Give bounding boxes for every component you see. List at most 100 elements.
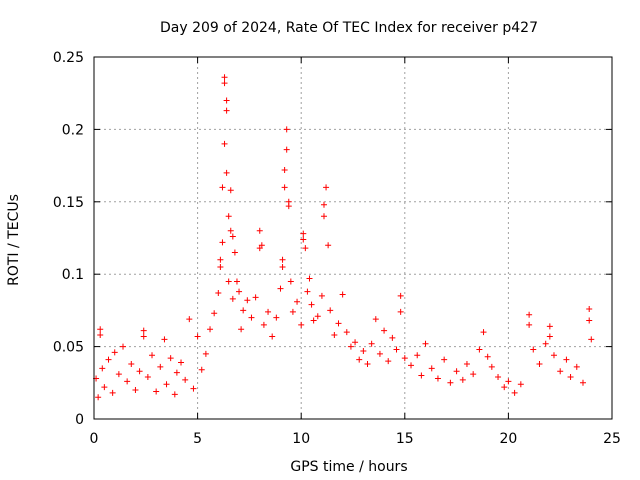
data-point bbox=[207, 326, 214, 333]
data-point bbox=[300, 236, 307, 243]
data-point bbox=[335, 320, 342, 327]
data-point bbox=[530, 346, 537, 353]
y-tick-label: 0.25 bbox=[53, 50, 84, 66]
data-point bbox=[244, 297, 251, 304]
data-point bbox=[225, 213, 232, 220]
data-point bbox=[289, 308, 296, 315]
data-point bbox=[306, 275, 313, 282]
data-point bbox=[279, 256, 286, 263]
data-point bbox=[339, 291, 346, 298]
data-point bbox=[229, 233, 236, 240]
data-point bbox=[536, 360, 543, 367]
data-point bbox=[447, 379, 454, 386]
data-point bbox=[182, 376, 189, 383]
data-point bbox=[171, 391, 178, 398]
data-point bbox=[422, 340, 429, 347]
data-point bbox=[221, 74, 228, 81]
data-point bbox=[101, 384, 108, 391]
data-point bbox=[173, 369, 180, 376]
data-point bbox=[463, 360, 470, 367]
data-point bbox=[408, 362, 415, 369]
data-point bbox=[217, 256, 224, 263]
data-point bbox=[298, 321, 305, 328]
data-point bbox=[219, 239, 226, 246]
x-axis-label: GPS time / hours bbox=[290, 459, 407, 475]
data-point bbox=[236, 288, 243, 295]
data-point bbox=[488, 363, 495, 370]
data-point bbox=[283, 146, 290, 153]
data-point bbox=[240, 307, 247, 314]
y-tick-label: 0.05 bbox=[53, 340, 84, 356]
data-point bbox=[318, 292, 325, 299]
data-point bbox=[238, 326, 245, 333]
data-point bbox=[356, 356, 363, 363]
data-point bbox=[397, 292, 404, 299]
data-point bbox=[285, 198, 292, 205]
y-axis-label: ROTI / TECUs bbox=[6, 194, 22, 286]
data-point bbox=[225, 278, 232, 285]
data-point bbox=[227, 227, 234, 234]
data-point bbox=[109, 389, 116, 396]
data-point bbox=[273, 314, 280, 321]
data-point bbox=[190, 385, 197, 392]
data-point bbox=[352, 339, 359, 346]
data-point bbox=[434, 375, 441, 382]
data-point bbox=[223, 107, 230, 114]
data-point bbox=[441, 356, 448, 363]
data-point bbox=[140, 333, 147, 340]
data-point bbox=[347, 343, 354, 350]
data-point bbox=[223, 97, 230, 104]
data-point bbox=[314, 313, 321, 320]
data-point bbox=[476, 346, 483, 353]
data-point bbox=[217, 263, 224, 270]
chart-title: Day 209 of 2024, Rate Of TEC Index for r… bbox=[160, 20, 538, 36]
data-point bbox=[120, 343, 127, 350]
data-point bbox=[393, 346, 400, 353]
data-point bbox=[300, 230, 307, 237]
data-point bbox=[287, 278, 294, 285]
data-point bbox=[227, 187, 234, 194]
data-point bbox=[385, 358, 392, 365]
data-point bbox=[124, 378, 131, 385]
data-point bbox=[563, 356, 570, 363]
data-point bbox=[221, 140, 228, 147]
data-point bbox=[269, 333, 276, 340]
data-point bbox=[542, 340, 549, 347]
y-tick-label: 0.15 bbox=[53, 195, 84, 211]
data-point bbox=[294, 298, 301, 305]
data-point bbox=[157, 363, 164, 370]
data-point bbox=[557, 368, 564, 375]
data-point bbox=[323, 184, 330, 191]
data-point bbox=[327, 307, 334, 314]
data-point bbox=[511, 389, 518, 396]
data-point bbox=[360, 347, 367, 354]
data-point bbox=[372, 316, 379, 323]
data-point bbox=[495, 374, 502, 381]
data-point bbox=[260, 321, 267, 328]
data-point bbox=[97, 332, 104, 339]
data-point bbox=[111, 349, 118, 356]
data-point bbox=[505, 378, 512, 385]
data-points bbox=[93, 74, 595, 401]
data-point bbox=[105, 356, 112, 363]
data-point bbox=[453, 368, 460, 375]
data-point bbox=[144, 374, 151, 381]
data-point bbox=[550, 352, 557, 359]
data-point bbox=[368, 340, 375, 347]
data-point bbox=[136, 368, 143, 375]
data-point bbox=[277, 285, 284, 292]
x-tick-label: 10 bbox=[292, 431, 310, 447]
data-point bbox=[579, 379, 586, 386]
data-point bbox=[567, 374, 574, 381]
data-point bbox=[265, 308, 272, 315]
data-point bbox=[428, 365, 435, 372]
x-tick-label: 5 bbox=[193, 431, 202, 447]
data-point bbox=[586, 305, 593, 312]
data-point bbox=[397, 308, 404, 315]
data-point bbox=[526, 321, 533, 328]
data-point bbox=[256, 227, 263, 234]
data-point bbox=[588, 336, 595, 343]
data-point bbox=[215, 290, 222, 297]
y-tick-label: 0.2 bbox=[62, 122, 84, 138]
